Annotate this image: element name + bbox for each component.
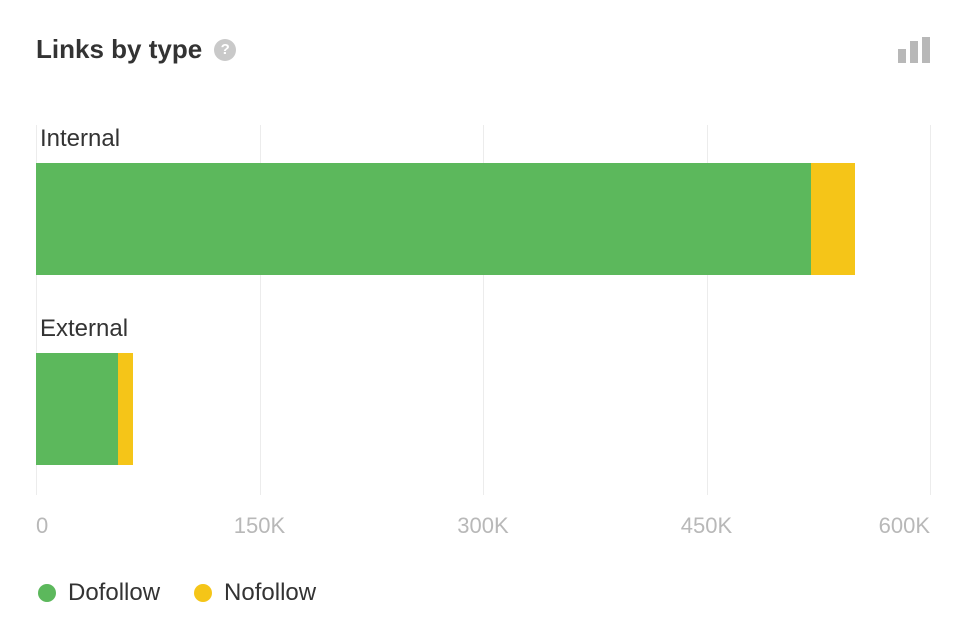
chart-area: Internal External xyxy=(36,125,930,495)
x-axis-tick: 300K xyxy=(457,513,508,539)
bar-segment-nofollow[interactable] xyxy=(811,163,856,275)
x-axis-tick: 450K xyxy=(681,513,732,539)
bar-segment-nofollow[interactable] xyxy=(118,353,133,465)
x-axis-tick: 150K xyxy=(234,513,285,539)
bar-track xyxy=(36,353,930,465)
bar-track xyxy=(36,163,930,275)
bar-chart-icon xyxy=(898,49,906,63)
chart-row: Internal xyxy=(36,125,930,275)
bar-segment-dofollow[interactable] xyxy=(36,163,811,275)
panel-header: Links by type ? xyxy=(36,34,932,65)
bar-segment-dofollow[interactable] xyxy=(36,353,118,465)
chart-plot: Internal External xyxy=(36,125,930,495)
legend-label: Dofollow xyxy=(68,579,160,607)
legend-item-nofollow[interactable]: Nofollow xyxy=(194,579,316,607)
legend-label: Nofollow xyxy=(224,579,316,607)
panel-title: Links by type xyxy=(36,34,202,65)
links-by-type-panel: Links by type ? Internal External 0 150K 30… xyxy=(0,0,960,636)
chart-type-toggle[interactable] xyxy=(898,37,932,63)
legend: Dofollow Nofollow xyxy=(36,579,932,607)
legend-swatch xyxy=(194,584,212,602)
chart-row: External xyxy=(36,315,930,465)
x-axis-tick: 600K xyxy=(879,513,930,539)
row-label: External xyxy=(36,315,930,343)
row-label: Internal xyxy=(36,125,930,153)
x-axis-tick: 0 xyxy=(36,513,48,539)
legend-swatch xyxy=(38,584,56,602)
x-axis: 0 150K 300K 450K 600K xyxy=(36,513,930,549)
legend-item-dofollow[interactable]: Dofollow xyxy=(38,579,160,607)
title-wrap: Links by type ? xyxy=(36,34,236,65)
gridline xyxy=(930,125,931,495)
help-icon[interactable]: ? xyxy=(214,39,236,61)
